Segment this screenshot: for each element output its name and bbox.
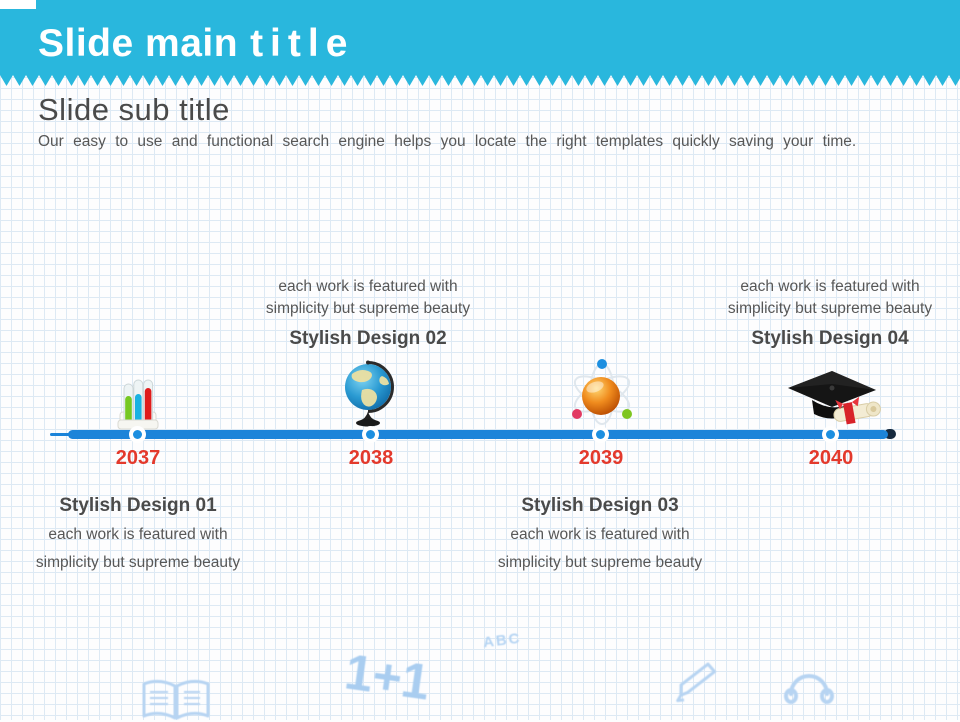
milestone-title: Stylish Design 02 bbox=[289, 328, 447, 349]
timeline-dot-2037 bbox=[129, 426, 146, 443]
timeline-dot-2039 bbox=[592, 426, 609, 443]
test-tubes-icon bbox=[117, 379, 159, 430]
milestone-desc-line: simplicity but supreme beauty bbox=[727, 300, 933, 317]
corner-notch bbox=[0, 0, 36, 9]
milestone-desc-line: each work is featured with bbox=[510, 526, 690, 543]
main-title-spaced-text: title bbox=[250, 22, 355, 65]
slide-main-title: Slide main title bbox=[38, 22, 354, 66]
year-label: 2040 bbox=[808, 447, 854, 469]
pencil-doodle bbox=[676, 662, 717, 703]
milestone-block-2038: each work is featured with simplicity bu… bbox=[238, 276, 498, 351]
header-zigzag-edge bbox=[0, 75, 960, 88]
timeline-dot-inner bbox=[366, 430, 375, 439]
timeline-dot-2038 bbox=[362, 426, 379, 443]
timeline-dot-inner bbox=[133, 430, 142, 439]
graduation-cap-icon bbox=[788, 371, 881, 425]
milestone-title: Stylish Design 01 bbox=[59, 495, 217, 516]
globe-icon bbox=[345, 360, 394, 427]
slide-description: Our easy to use and functional search en… bbox=[38, 133, 857, 150]
milestone-title: Stylish Design 03 bbox=[521, 495, 679, 516]
slide-sub-title: Slide sub title bbox=[38, 92, 230, 127]
milestone-block-2039: Stylish Design 03 each work is featured … bbox=[470, 494, 730, 574]
timeline-right-tip bbox=[884, 429, 896, 439]
main-title-text: Slide main bbox=[38, 22, 239, 65]
year-label: 2039 bbox=[578, 447, 624, 469]
year-label: 2038 bbox=[348, 447, 394, 469]
milestone-desc-line: each work is featured with bbox=[278, 278, 458, 295]
timeline-dot-inner bbox=[596, 430, 605, 439]
milestone-block-2037: Stylish Design 01 each work is featured … bbox=[8, 494, 268, 574]
atom-icon bbox=[572, 359, 632, 425]
milestone-desc-line: each work is featured with bbox=[740, 278, 920, 295]
headphones-doodle bbox=[784, 674, 834, 704]
milestone-desc-line: simplicity but supreme beauty bbox=[497, 554, 703, 571]
milestone-desc-line: each work is featured with bbox=[48, 526, 228, 543]
one-plus-one-doodle: 1+1 bbox=[341, 643, 434, 711]
timeline-bar bbox=[68, 430, 888, 439]
milestone-block-2040: each work is featured with simplicity bu… bbox=[700, 276, 960, 351]
timeline-dot-2040 bbox=[822, 426, 839, 443]
timeline-left-tail bbox=[50, 433, 72, 436]
timeline-dot-inner bbox=[826, 430, 835, 439]
year-label: 2037 bbox=[115, 447, 161, 469]
milestone-title: Stylish Design 04 bbox=[751, 328, 909, 349]
open-book-doodle bbox=[142, 679, 210, 720]
milestone-desc-line: simplicity but supreme beauty bbox=[265, 300, 471, 317]
header-band bbox=[0, 0, 960, 75]
milestone-desc-line: simplicity but supreme beauty bbox=[35, 554, 241, 571]
